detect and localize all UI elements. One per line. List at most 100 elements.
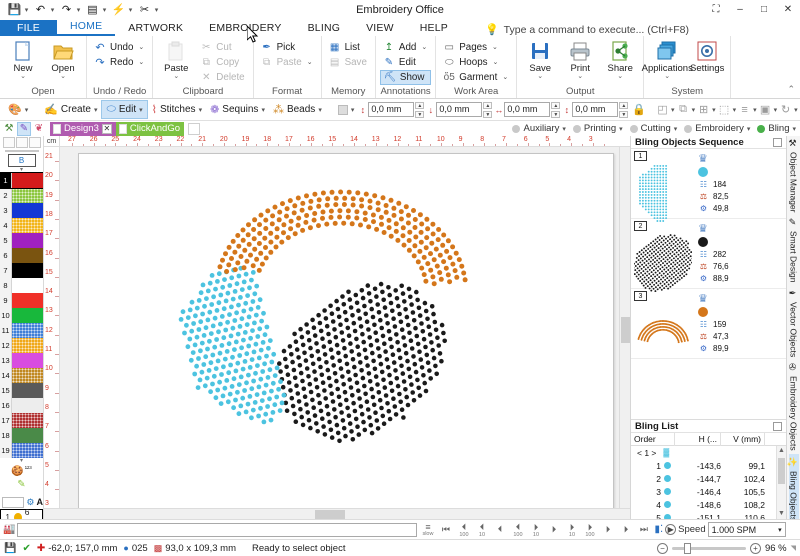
palette-row[interactable]: 10	[0, 307, 43, 323]
chevron-down-icon[interactable]: ▾	[792, 125, 796, 133]
zoom-out-icon[interactable]: −	[656, 542, 668, 554]
play-icon[interactable]: ▶	[665, 524, 677, 535]
bling-list-row[interactable]: 5 -151,1 110,6	[631, 511, 786, 519]
bling-sequence-item[interactable]: 1 ♛ ☷ 184 ⚖ 82,5 ⚙ 49,8	[631, 149, 786, 222]
palette-row[interactable]: 17	[0, 412, 43, 428]
palette-swatch[interactable]	[12, 382, 43, 398]
chevron-down-icon[interactable]: ▾	[773, 106, 778, 114]
new-tab-icon[interactable]	[188, 122, 201, 135]
ribbon-button-open[interactable]: Open ⌄	[44, 38, 82, 80]
skip-to-end-icon[interactable]: ⏭	[635, 522, 652, 538]
chevron-down-icon[interactable]: ⌄	[617, 73, 624, 80]
bling-list-row[interactable]: 2 -144,7 102,4	[631, 472, 786, 485]
palette-swatch[interactable]	[12, 352, 43, 368]
ribbon-tab-view[interactable]: VIEW	[366, 22, 394, 34]
quick-stitch-icon[interactable]: ⚡	[111, 4, 126, 16]
toolbar-color-button[interactable]: ▾	[334, 100, 359, 119]
bling-sequence-item[interactable]: 3 ♛ ☷ 159 ⚖ 47,3 ⚙ 89,9	[631, 289, 786, 359]
scrollbar-thumb[interactable]	[621, 317, 630, 343]
ribbon-button-garment[interactable]: ὅ5 Garment ⌄	[440, 70, 512, 84]
palette-swatch[interactable]	[12, 247, 43, 263]
palette-detail-view-icon[interactable]	[28, 137, 41, 148]
palette-swatch[interactable]	[12, 322, 43, 338]
rotate-icon[interactable]: ↻	[781, 104, 791, 116]
panel-pin-icon[interactable]	[773, 137, 782, 147]
ribbon-button-pick[interactable]: ✒ Pick	[258, 40, 317, 54]
rail-tab-smart-design[interactable]: ✎ Smart Design	[789, 215, 799, 286]
palette-row[interactable]: 11	[0, 322, 43, 338]
column-order[interactable]: Order	[631, 432, 675, 446]
design-artwork[interactable]	[79, 154, 615, 508]
palette-row[interactable]: 6	[0, 247, 43, 263]
palette-swatch[interactable]	[12, 397, 43, 413]
bling-object-ellipse-black[interactable]	[277, 281, 448, 444]
minimize-icon[interactable]: –	[737, 4, 743, 15]
toolbar-sequins-button[interactable]: ❁ Sequins ▾	[206, 100, 269, 119]
palette-row[interactable]: 2	[0, 187, 43, 203]
zoom-in-icon[interactable]: +	[749, 542, 761, 554]
bling-list-body[interactable]: < 1 > ▓ 1 -143,6 99,1 2 -144,7 102,4 3 -146,4 105,…	[631, 446, 786, 519]
fwd-100-icon[interactable]: ⏵ 100	[581, 522, 598, 538]
scrollbar-thumb[interactable]	[778, 458, 785, 484]
close-icon[interactable]: ✕	[783, 4, 793, 15]
chevron-down-icon[interactable]: ⌄	[173, 73, 180, 80]
step-fwd-1-icon[interactable]: ⏵	[545, 522, 562, 538]
palette-swatch[interactable]	[12, 232, 43, 248]
palette-row[interactable]: 9	[0, 292, 43, 308]
chevron-down-icon[interactable]: ⌄	[537, 73, 544, 80]
group-list-icon[interactable]	[2, 496, 25, 508]
chevron-down-icon[interactable]: ▾	[102, 6, 107, 14]
chevron-down-icon[interactable]: ▾	[671, 106, 675, 114]
toolbar-palette-button[interactable]: 🎨 ▾	[8, 104, 29, 116]
ribbon-tab-home[interactable]: HOME	[56, 19, 116, 36]
toolbar-stitches-button[interactable]: ⌇ Stitches ▾	[148, 100, 206, 119]
bling-tool-icon[interactable]: ❦	[34, 123, 44, 134]
toolbar-create-button[interactable]: ✍ Create ▾	[40, 100, 101, 119]
chevron-down-icon[interactable]: ▾	[691, 106, 696, 114]
close-icon[interactable]: ✕	[101, 123, 112, 134]
align-icon[interactable]: ◰	[657, 104, 668, 116]
ribbon-tab-help[interactable]: HELP	[419, 22, 448, 34]
gear-icon[interactable]: ⚙	[26, 496, 35, 507]
toolbar-group-icon[interactable]: ▣ ▾	[757, 101, 778, 118]
palette-swatch[interactable]	[12, 292, 43, 308]
mode-toggle-cutting[interactable]: Cutting ▾	[629, 123, 677, 134]
distribute-icon[interactable]: ≡	[741, 103, 748, 116]
stepper[interactable]: ▲ ▼	[415, 101, 425, 118]
rail-tab-object-manager[interactable]: ⚒ Object Manager	[789, 136, 799, 215]
step-back-100-icon[interactable]: ⏴ 100	[509, 522, 526, 538]
column-v[interactable]: V (mm)	[721, 432, 765, 446]
width-field[interactable]: 0,0 mm	[504, 102, 551, 117]
bling-list-row[interactable]: 3 -146,4 105,5	[631, 485, 786, 498]
mode-toggle-embroidery[interactable]: Embroidery ▾	[684, 123, 750, 134]
step-back-10-icon[interactable]: ⏵ 10	[527, 522, 544, 538]
ribbon-button-pages[interactable]: ▭ Pages ⌄	[440, 40, 512, 54]
resize-grip-icon[interactable]: ◥	[790, 545, 796, 552]
palette-mode-badge[interactable]: B	[7, 154, 36, 167]
palette-row[interactable]: 3	[0, 202, 43, 218]
command-hint-text[interactable]: Type a command to execute... (Ctrl+F8)	[503, 23, 689, 36]
chevron-down-icon[interactable]: ▾	[619, 125, 623, 133]
ribbon-button-applications[interactable]: Applications ⌄	[642, 38, 693, 80]
chevron-down-icon[interactable]: ⌄	[20, 73, 26, 80]
chevron-down-icon[interactable]: ⌄	[306, 59, 313, 66]
palette-row[interactable]: 16	[0, 397, 43, 413]
forward-icon[interactable]: ⏵	[617, 522, 634, 538]
ribbon-button-cut[interactable]: ✂ Cut	[197, 40, 248, 54]
chevron-down-icon[interactable]: ⌄	[138, 44, 145, 51]
palette-swatch[interactable]	[12, 337, 43, 353]
chevron-down-icon[interactable]: ▾	[76, 6, 81, 14]
palette-row[interactable]: 12	[0, 337, 43, 353]
chevron-down-icon[interactable]: ⌄	[502, 74, 509, 81]
skip-to-start-icon[interactable]: ⏮	[437, 522, 454, 538]
redo-icon[interactable]: ↷	[61, 4, 72, 16]
canvas-viewport[interactable]	[60, 147, 619, 508]
panel-pin-icon[interactable]	[773, 421, 782, 431]
needle-icon[interactable]: ▮⁚	[654, 524, 664, 535]
ribbon-button-list[interactable]: ▦ List	[326, 40, 371, 54]
chevron-down-icon[interactable]: ⌄	[492, 59, 499, 66]
palette-row[interactable]: 7	[0, 262, 43, 278]
ribbon-tab-file[interactable]: FILE	[0, 20, 57, 36]
palette-row[interactable]: 4	[0, 217, 43, 233]
chevron-down-icon[interactable]: ▾	[50, 6, 55, 14]
